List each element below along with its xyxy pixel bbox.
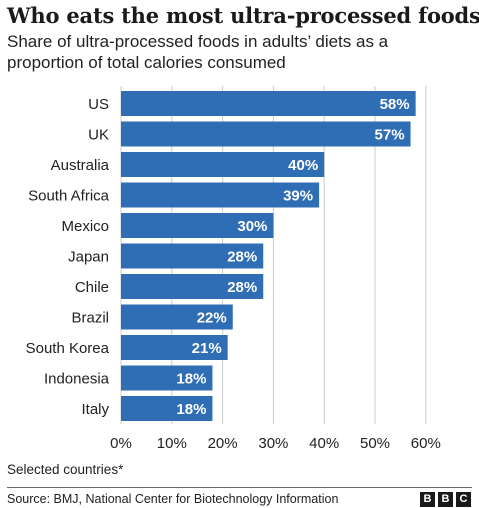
- category-label: Japan: [68, 249, 109, 266]
- bar: [121, 365, 213, 391]
- x-tick-label: 40%: [309, 435, 339, 452]
- bar: [121, 304, 233, 330]
- bar: [121, 91, 416, 116]
- chart-title: Who eats the most ultra-processed foods?: [7, 3, 479, 28]
- bar: [121, 274, 264, 299]
- category-label: Brazil: [71, 310, 109, 327]
- bar-value-label: 18%: [176, 401, 206, 418]
- x-tick-label: 50%: [360, 435, 390, 452]
- bar-value-label: 21%: [192, 340, 222, 357]
- bar-value-label: 40%: [288, 157, 318, 174]
- x-axis-ticks: 0% 10% 20% 30% 40% 50% 60%: [110, 435, 441, 452]
- footer-divider: [7, 487, 472, 488]
- bar-value-label: 57%: [375, 127, 405, 144]
- bar-value-label: 28%: [227, 279, 257, 296]
- bar: [121, 182, 320, 208]
- bar: [121, 152, 325, 177]
- footnote: Selected countries*: [7, 462, 124, 477]
- x-tick-label: 0%: [110, 435, 132, 452]
- category-labels: US UK Australia South Africa Mexico Japan Chil…: [26, 96, 110, 418]
- bar-value-label: 58%: [380, 96, 410, 113]
- bar: [121, 396, 213, 421]
- x-tick-label: 60%: [411, 435, 441, 452]
- chart-subtitle: Share of ultra-processed foods in adults…: [7, 32, 389, 72]
- bar-value-label: 28%: [227, 249, 257, 266]
- category-label: UK: [88, 127, 109, 144]
- bar-chart: 58%57%40%39%30%28%28%22%21%18%18% USUKAu…: [26, 86, 441, 452]
- category-label: South Korea: [26, 340, 110, 357]
- x-tick-label: 30%: [258, 435, 288, 452]
- bar: [121, 121, 411, 147]
- category-label: Mexico: [61, 218, 109, 235]
- x-tick-label: 20%: [208, 435, 238, 452]
- bar-value-label: 18%: [176, 371, 206, 388]
- category-label: Australia: [51, 157, 110, 174]
- bbc-logo-letter: B: [438, 492, 453, 507]
- category-label: Italy: [81, 401, 109, 418]
- bbc-logo-letter: B: [420, 492, 435, 507]
- category-label: Chile: [75, 279, 109, 296]
- bar: [121, 335, 228, 360]
- bbc-logo: B B C: [420, 492, 471, 507]
- x-tick-label: 10%: [157, 435, 187, 452]
- category-label: South Africa: [28, 188, 110, 205]
- bbc-logo-letter: C: [456, 492, 471, 507]
- bar: [121, 243, 264, 269]
- category-label: Indonesia: [44, 371, 110, 388]
- bar-value-label: 22%: [197, 310, 227, 327]
- bars: 58%57%40%39%30%28%28%22%21%18%18%: [121, 91, 416, 421]
- bar-value-label: 39%: [283, 188, 313, 205]
- category-label: US: [88, 96, 109, 113]
- bar: [121, 213, 274, 238]
- bar-value-label: 30%: [237, 218, 267, 235]
- source-note: Source: BMJ, National Center for Biotech…: [7, 492, 339, 506]
